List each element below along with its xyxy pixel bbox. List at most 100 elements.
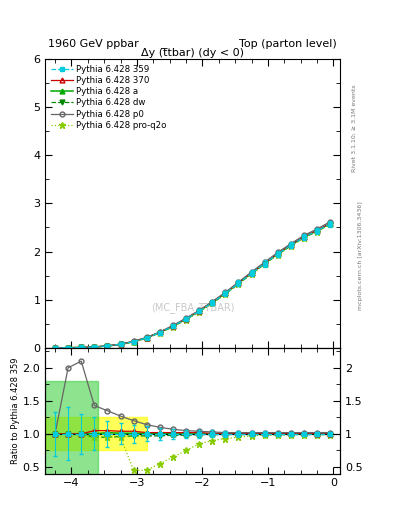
Pythia 6.428 a: [105, 343, 110, 349]
Pythia 6.428 a: [158, 329, 162, 335]
Pythia 6.428 pro-q2o: [275, 251, 280, 258]
Pythia 6.428 a: [184, 316, 188, 322]
Pythia 6.428 359: [92, 344, 97, 350]
Pythia 6.428 p0: [92, 344, 97, 350]
Pythia 6.428 p0: [210, 298, 215, 305]
Pythia 6.428 a: [275, 251, 280, 257]
Pythia 6.428 370: [275, 250, 280, 257]
Pythia 6.428 359: [158, 329, 162, 335]
Pythia 6.428 dw: [118, 342, 123, 348]
Pythia 6.428 370: [92, 344, 97, 350]
Bar: [45, 381, 97, 480]
Pythia 6.428 p0: [144, 334, 149, 340]
Pythia 6.428 dw: [171, 324, 175, 330]
Pythia 6.428 p0: [118, 341, 123, 347]
Pythia 6.428 pro-q2o: [79, 345, 84, 351]
Text: Rivet 3.1.10; ≥ 3.1M events: Rivet 3.1.10; ≥ 3.1M events: [352, 84, 357, 172]
Pythia 6.428 359: [328, 221, 332, 227]
Pythia 6.428 dw: [158, 330, 162, 336]
Pythia 6.428 p0: [223, 289, 228, 295]
Pythia 6.428 359: [131, 338, 136, 345]
Pythia 6.428 a: [315, 228, 320, 234]
Pythia 6.428 p0: [53, 345, 57, 351]
Pythia 6.428 pro-q2o: [105, 343, 110, 349]
Pythia 6.428 370: [171, 323, 175, 329]
Pythia 6.428 a: [79, 345, 84, 351]
Pythia 6.428 pro-q2o: [144, 335, 149, 342]
Pythia 6.428 dw: [144, 335, 149, 341]
Text: Top (parton level): Top (parton level): [239, 39, 337, 49]
Pythia 6.428 370: [328, 220, 332, 226]
Pythia 6.428 p0: [197, 307, 202, 313]
Pythia 6.428 dw: [184, 316, 188, 323]
Pythia 6.428 a: [262, 261, 267, 267]
Pythia 6.428 pro-q2o: [236, 281, 241, 287]
Pythia 6.428 p0: [275, 249, 280, 255]
Pythia 6.428 p0: [262, 259, 267, 265]
Pythia 6.428 a: [144, 335, 149, 341]
Pythia 6.428 pro-q2o: [53, 345, 57, 351]
Pythia 6.428 370: [53, 345, 57, 351]
Pythia 6.428 p0: [301, 232, 306, 239]
Pythia 6.428 359: [301, 234, 306, 240]
Pythia 6.428 370: [158, 329, 162, 335]
Pythia 6.428 a: [223, 290, 228, 296]
Pythia 6.428 359: [53, 345, 57, 351]
Pythia 6.428 a: [210, 300, 215, 306]
Pythia 6.428 dw: [105, 343, 110, 349]
Pythia 6.428 a: [92, 344, 97, 350]
Pythia 6.428 dw: [262, 261, 267, 267]
Pythia 6.428 pro-q2o: [118, 342, 123, 348]
Pythia 6.428 370: [210, 299, 215, 305]
Pythia 6.428 359: [249, 270, 254, 276]
Pythia 6.428 370: [288, 242, 293, 248]
Pythia 6.428 p0: [288, 241, 293, 247]
Pythia 6.428 pro-q2o: [288, 243, 293, 249]
Pythia 6.428 p0: [131, 338, 136, 345]
Pythia 6.428 p0: [315, 226, 320, 232]
Pythia 6.428 pro-q2o: [262, 261, 267, 267]
Pythia 6.428 dw: [223, 291, 228, 297]
Pythia 6.428 dw: [53, 345, 57, 351]
Bar: [45, 417, 147, 451]
Line: Pythia 6.428 pro-q2o: Pythia 6.428 pro-q2o: [51, 221, 334, 351]
Text: mcplots.cern.ch [arXiv:1306.3436]: mcplots.cern.ch [arXiv:1306.3436]: [358, 202, 363, 310]
Pythia 6.428 p0: [328, 219, 332, 225]
Pythia 6.428 pro-q2o: [184, 316, 188, 323]
Pythia 6.428 pro-q2o: [92, 344, 97, 350]
Line: Pythia 6.428 370: Pythia 6.428 370: [53, 221, 332, 350]
Pythia 6.428 370: [131, 338, 136, 345]
Text: 1960 GeV ppbar: 1960 GeV ppbar: [48, 39, 139, 49]
Pythia 6.428 p0: [66, 345, 70, 351]
Pythia 6.428 dw: [131, 339, 136, 345]
Pythia 6.428 pro-q2o: [131, 339, 136, 345]
Pythia 6.428 370: [79, 345, 84, 351]
Pythia 6.428 359: [118, 341, 123, 347]
Pythia 6.428 a: [328, 221, 332, 227]
Pythia 6.428 a: [249, 270, 254, 276]
Pythia 6.428 370: [66, 345, 70, 351]
Pythia 6.428 dw: [328, 221, 332, 227]
Pythia 6.428 a: [118, 341, 123, 347]
Pythia 6.428 dw: [301, 234, 306, 241]
Pythia 6.428 359: [66, 345, 70, 351]
Pythia 6.428 dw: [249, 271, 254, 277]
Pythia 6.428 dw: [288, 243, 293, 249]
Pythia 6.428 pro-q2o: [328, 221, 332, 227]
Pythia 6.428 dw: [236, 281, 241, 287]
Pythia 6.428 359: [315, 228, 320, 234]
Pythia 6.428 359: [223, 290, 228, 296]
Pythia 6.428 dw: [315, 228, 320, 234]
Pythia 6.428 370: [236, 280, 241, 286]
Legend: Pythia 6.428 359, Pythia 6.428 370, Pythia 6.428 a, Pythia 6.428 dw, Pythia 6.42: Pythia 6.428 359, Pythia 6.428 370, Pyth…: [50, 63, 168, 132]
Pythia 6.428 359: [275, 251, 280, 257]
Pythia 6.428 359: [210, 300, 215, 306]
Pythia 6.428 a: [236, 280, 241, 286]
Line: Pythia 6.428 359: Pythia 6.428 359: [53, 222, 332, 350]
Pythia 6.428 370: [184, 315, 188, 322]
Pythia 6.428 pro-q2o: [66, 345, 70, 351]
Pythia 6.428 370: [144, 334, 149, 340]
Pythia 6.428 359: [197, 308, 202, 314]
Pythia 6.428 pro-q2o: [315, 228, 320, 234]
Pythia 6.428 a: [66, 345, 70, 351]
